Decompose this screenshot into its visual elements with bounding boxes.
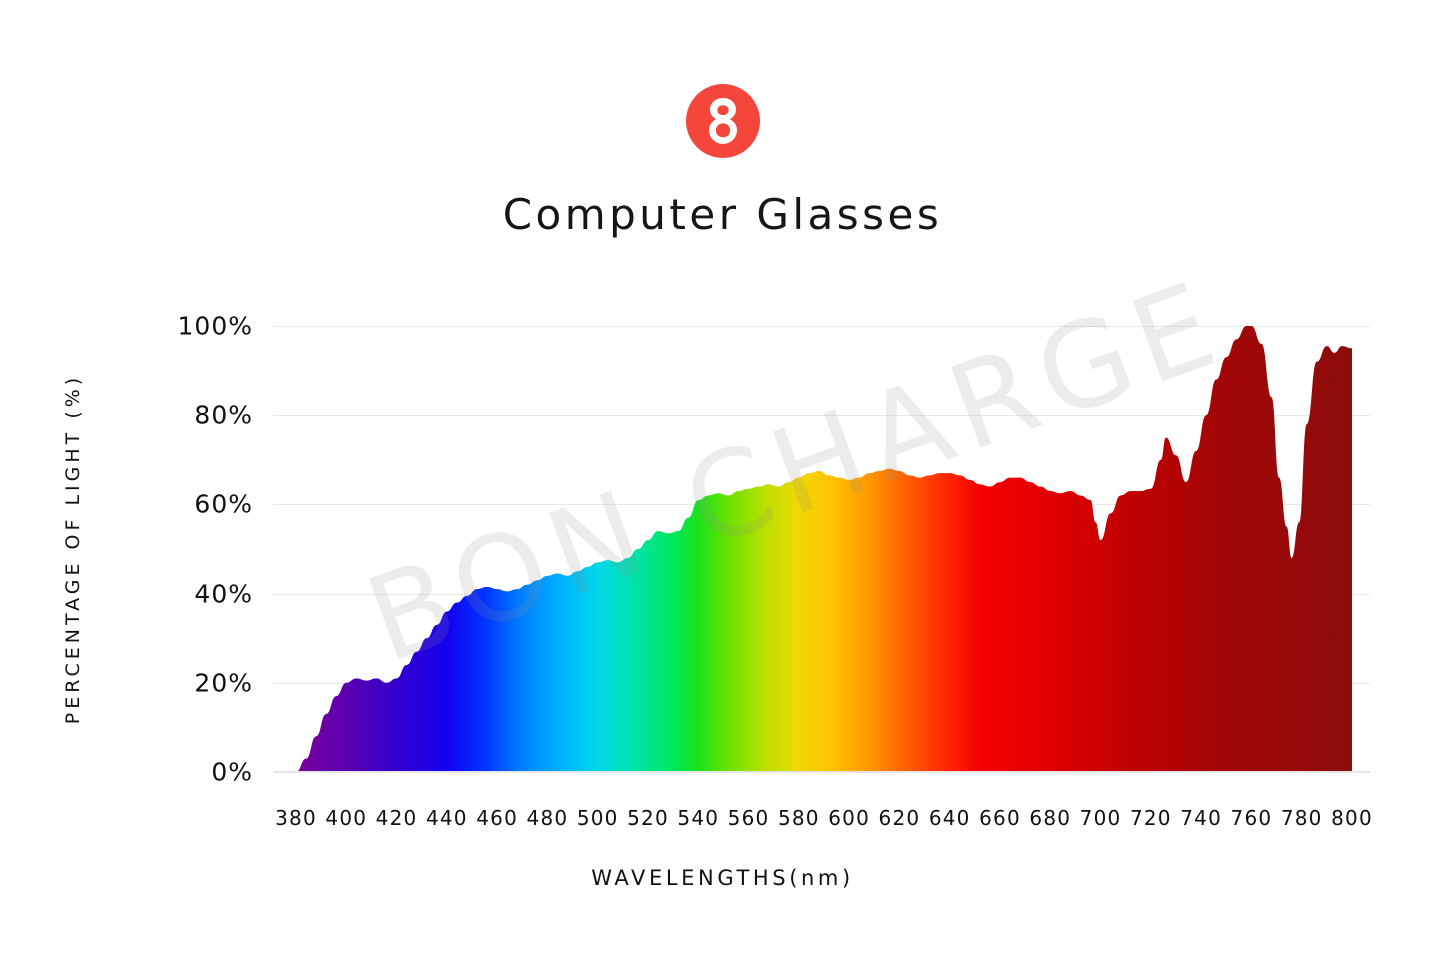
x-tick-label: 780 bbox=[1280, 806, 1323, 830]
x-tick-label: 740 bbox=[1180, 806, 1223, 830]
x-tick-label: 440 bbox=[425, 806, 468, 830]
plot-area bbox=[273, 326, 1370, 773]
x-tick-label: 800 bbox=[1331, 806, 1373, 830]
y-tick-label: 80% bbox=[194, 400, 253, 430]
x-tick-label: 500 bbox=[576, 806, 619, 830]
brand-logo bbox=[0, 84, 1445, 158]
x-tick-label: 480 bbox=[526, 806, 569, 830]
gridline bbox=[273, 415, 1370, 417]
x-axis-title: WAVELENGTHS(nm) bbox=[591, 866, 854, 890]
gridline bbox=[273, 772, 1370, 773]
x-tick-label: 680 bbox=[1029, 806, 1072, 830]
x-tick-label: 560 bbox=[727, 806, 770, 830]
x-tick-label: 720 bbox=[1129, 806, 1172, 830]
x-tick-label: 620 bbox=[878, 806, 921, 830]
x-tick-label: 660 bbox=[979, 806, 1021, 830]
gridline bbox=[273, 326, 1370, 327]
x-tick-label: 600 bbox=[828, 806, 871, 830]
bon-charge-knot-logo-icon bbox=[685, 84, 760, 158]
y-tick-label: 60% bbox=[194, 489, 253, 519]
y-tick-label: 0% bbox=[211, 757, 253, 787]
spectrum-area-series bbox=[296, 326, 1352, 772]
x-tick-label: 520 bbox=[627, 806, 669, 830]
x-tick-label: 400 bbox=[325, 806, 368, 830]
x-axis-ticks: 380 400 420 440 460 480 500 520 540 560 580 600 620 6… bbox=[273, 806, 1373, 832]
x-tick-label: 460 bbox=[476, 806, 519, 830]
y-tick-label: 40% bbox=[194, 579, 253, 609]
transmission-area bbox=[296, 326, 1352, 772]
x-axis-baseline bbox=[273, 771, 1370, 772]
y-tick-label: 100% bbox=[177, 311, 253, 341]
x-tick-label: 380 bbox=[275, 806, 317, 830]
y-axis-title: PERCENTAGE OF LIGHT (%) bbox=[62, 373, 84, 725]
page-title: Computer Glasses bbox=[502, 190, 943, 239]
x-tick-label: 760 bbox=[1230, 806, 1273, 830]
x-tick-label: 540 bbox=[677, 806, 720, 830]
x-tick-label: 640 bbox=[928, 806, 971, 830]
x-tick-label: 700 bbox=[1079, 806, 1122, 830]
x-tick-label: 420 bbox=[375, 806, 418, 830]
x-tick-label: 580 bbox=[777, 806, 820, 830]
y-tick-label: 20% bbox=[194, 668, 253, 698]
